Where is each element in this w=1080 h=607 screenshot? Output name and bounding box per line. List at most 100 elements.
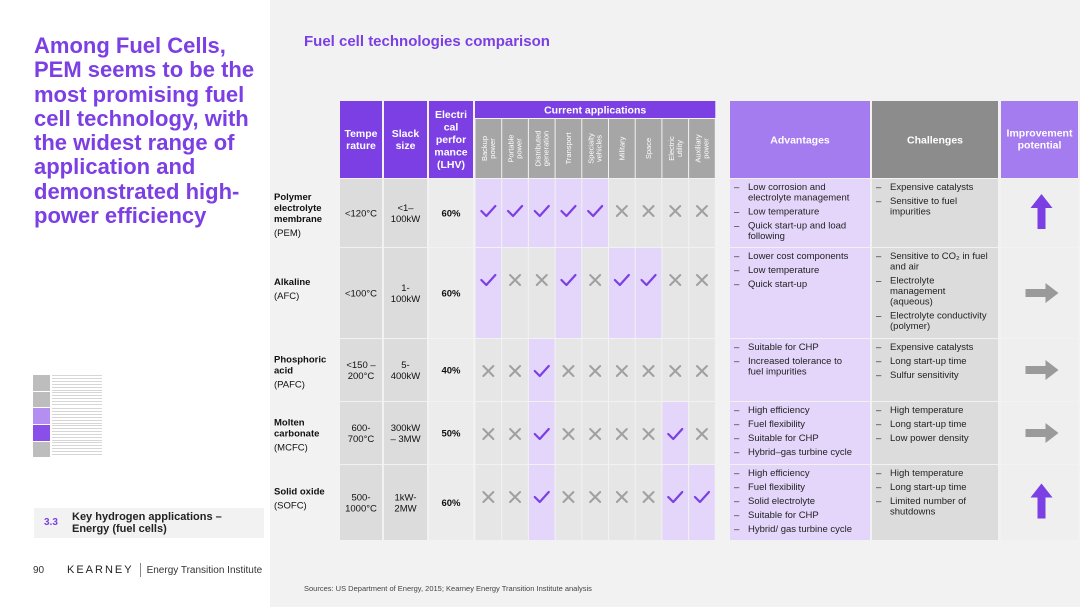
challenge-text: Sensitive to CO₂ in fuel (890, 251, 988, 262)
advantage-text: Suitable for CHP (748, 433, 819, 444)
application-cell (609, 465, 635, 540)
application-cell (555, 248, 582, 338)
stack-cell (384, 179, 427, 247)
cross-icon (695, 365, 708, 377)
header-application-bg (689, 119, 715, 178)
header-application-bg (502, 119, 528, 178)
bullet-dash: – (876, 496, 882, 507)
row-abbreviation: (SOFC) (274, 501, 307, 512)
arrow-right-icon (1025, 423, 1059, 443)
cross-icon (482, 491, 495, 503)
header-stack: Slack (392, 128, 420, 140)
advantage-text: electrolyte management (748, 193, 850, 204)
check-icon (533, 490, 550, 504)
application-label: Distributed generation (533, 131, 550, 167)
performance-value: 60% (441, 498, 461, 509)
advantages-cell (730, 465, 870, 540)
header-advantages-bg (730, 101, 870, 178)
cross-icon (482, 428, 495, 440)
cross-icon (562, 491, 575, 503)
bullet-dash: – (876, 468, 882, 479)
temperature-cell (340, 402, 382, 464)
row-name: Solid oxide (274, 487, 325, 498)
application-cell (609, 179, 635, 247)
application-label-text: power (701, 138, 710, 159)
temperature-value: 1000°C (345, 504, 377, 515)
cross-icon (509, 274, 522, 286)
check-icon (506, 204, 524, 218)
bullet-dash: – (876, 342, 882, 353)
application-label-text: generation (541, 131, 550, 166)
advantage-text: fuel impurities (748, 367, 807, 378)
cross-icon (615, 491, 628, 503)
cross-icon (669, 274, 682, 286)
header-stack: size (396, 140, 416, 152)
application-cell (662, 179, 689, 247)
bullet-dash: – (734, 419, 740, 430)
advantage-text: Suitable for CHP (748, 510, 819, 521)
row-abbreviation: (PAFC) (274, 380, 305, 391)
header-improvement: Improvement (1007, 128, 1073, 140)
header-applications-bg (475, 101, 716, 118)
arrow-right-icon (1025, 360, 1059, 380)
challenge-text: Limited number of (890, 496, 966, 507)
cross-icon (642, 428, 655, 440)
temperature-cell (340, 465, 382, 540)
stack-value: 1- (401, 283, 409, 294)
advantage-text: Solid electrolyte (748, 496, 815, 507)
right-panel: Fuel cell technologies comparison Tempe r… (270, 0, 1080, 607)
stack-cell (384, 248, 427, 338)
advantages-cell (730, 248, 870, 338)
cross-icon (642, 365, 655, 377)
advantages-cell (730, 179, 870, 247)
sources-note: Sources: US Department of Energy, 2015; … (304, 584, 592, 593)
application-cell (555, 465, 582, 540)
arrow-up-icon (1030, 194, 1053, 229)
application-cell (635, 248, 662, 338)
application-label-text: Distributed (533, 131, 542, 167)
bullet-dash: – (734, 524, 740, 535)
application-cell (475, 465, 502, 540)
advantages-cell (730, 339, 870, 401)
advantage-text: Hybrid–gas turbine cycle (748, 447, 852, 458)
stack-value: 5- (401, 360, 409, 371)
bullet-dash: – (734, 510, 740, 521)
temperature-value: 700°C (348, 434, 375, 445)
mini-nav-row-active (33, 425, 102, 441)
cross-icon (615, 205, 628, 217)
application-cell (502, 465, 528, 540)
bullet-dash: – (734, 221, 740, 232)
stack-value: 100kW (391, 294, 421, 305)
stack-value: 400kW (391, 371, 421, 382)
row-name: Molten (274, 418, 305, 429)
challenge-text: Sulfur sensitivity (890, 370, 959, 381)
stack-value: 1kW- (395, 493, 417, 504)
check-icon (533, 204, 550, 218)
bullet-dash: – (734, 433, 740, 444)
application-label: Backup power (480, 136, 497, 161)
institute-name: Energy Transition Institute (146, 564, 263, 576)
header-applications: Current applications (544, 105, 646, 117)
bullet-dash: – (734, 182, 740, 193)
header-application-bg (555, 119, 582, 178)
bullet-dash: – (734, 482, 740, 493)
row-abbreviation: (MCFC) (274, 443, 308, 454)
section-title: Key hydrogen applications – Energy (fuel… (72, 511, 222, 535)
performance-cell (429, 248, 473, 338)
cross-icon (615, 428, 628, 440)
cross-icon (642, 491, 655, 503)
advantage-text: Suitable for CHP (748, 342, 819, 353)
challenge-text: management (890, 286, 946, 297)
bullet-dash: – (734, 468, 740, 479)
cross-icon (482, 365, 495, 377)
cross-icon (562, 365, 575, 377)
mini-nav-row (33, 391, 102, 408)
header-perf-bg (429, 101, 473, 178)
challenge-text: Long start-up time (890, 356, 967, 367)
header-improvement: potential (1018, 140, 1062, 152)
application-cell (689, 179, 715, 247)
application-cell (528, 465, 555, 540)
application-label: Specialty vehicles (587, 133, 604, 164)
application-cell (582, 465, 608, 540)
application-cell (689, 248, 715, 338)
